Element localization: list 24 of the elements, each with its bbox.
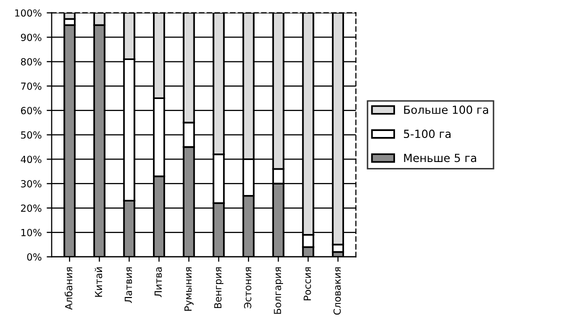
y-tick-label: 0% bbox=[27, 253, 42, 261]
legend-label: Меньше 5 га bbox=[404, 154, 476, 162]
x-tick-label: Китай bbox=[94, 267, 102, 297]
x-tick-label: Литва bbox=[154, 267, 162, 298]
y-tick-label: 70% bbox=[21, 82, 42, 90]
x-tick-label: Словакия bbox=[333, 267, 341, 315]
y-tick-label: 80% bbox=[20, 58, 42, 66]
x-tick-label: Албания bbox=[64, 267, 72, 310]
y-tick-label: 50% bbox=[21, 131, 42, 139]
x-tick-label: Венгрия bbox=[214, 267, 224, 308]
legend-label: Больше 100 га bbox=[404, 106, 488, 114]
x-tick-label: Россия bbox=[304, 267, 311, 300]
x-tick-label: Эстония bbox=[244, 267, 252, 308]
y-tick-label: 90% bbox=[20, 34, 42, 42]
x-tick-label: Румыния bbox=[184, 267, 194, 311]
y-tick-label: 60% bbox=[21, 106, 42, 114]
y-tick-label: 100% bbox=[15, 9, 42, 17]
x-tick-label: Болгария bbox=[274, 267, 284, 314]
x-tick-label: Латвия bbox=[124, 267, 132, 303]
y-tick-label: 10% bbox=[21, 228, 42, 236]
legend-label: 5-100 га bbox=[404, 130, 451, 138]
y-tick-label: 30% bbox=[21, 180, 42, 188]
y-tick-label: 40% bbox=[20, 156, 42, 164]
y-tick-label: 20% bbox=[21, 204, 42, 212]
